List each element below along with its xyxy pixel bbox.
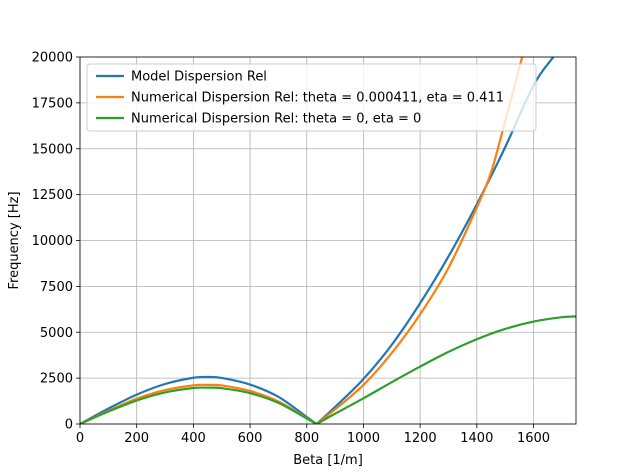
series-line-3 xyxy=(80,315,576,424)
legend: Model Dispersion Rel Numerical Dispersion… xyxy=(86,63,537,132)
x-tick-label: 400 xyxy=(181,431,206,446)
y-axis-label: Frequency [Hz] xyxy=(7,191,22,289)
x-tick-label: 1000 xyxy=(347,431,380,446)
y-tick-label: 10000 xyxy=(32,234,73,249)
legend-box xyxy=(86,63,537,132)
y-tick-label: 7500 xyxy=(40,280,73,295)
y-tick-label: 5000 xyxy=(40,326,73,341)
y-tick-label: 15000 xyxy=(32,142,73,157)
x-tick-label: 1400 xyxy=(460,431,493,446)
y-tick-label: 17500 xyxy=(32,96,73,111)
x-axis-label: Beta [1/m] xyxy=(293,453,363,468)
x-tick-label: 800 xyxy=(294,431,319,446)
x-tick-label: 0 xyxy=(76,431,84,446)
y-tick-label: 2500 xyxy=(40,372,73,387)
legend-entry-3: Numerical Dispersion Rel: theta = 0, eta… xyxy=(131,112,421,127)
y-tick-label: 12500 xyxy=(32,188,73,203)
x-tick-label: 1200 xyxy=(404,431,437,446)
x-axis: 0 200 400 600 800 1000 1200 1400 1600 xyxy=(76,424,550,446)
x-tick-label: 600 xyxy=(238,431,263,446)
y-tick-label: 20000 xyxy=(32,51,73,66)
legend-entry-2: Numerical Dispersion Rel: theta = 0.0004… xyxy=(131,91,504,106)
y-axis: 0 2500 5000 7500 10000 12500 15000 17500 20000 xyxy=(32,51,80,433)
x-tick-label: 1600 xyxy=(517,431,550,446)
x-tick-label: 200 xyxy=(124,431,149,446)
legend-entry-1: Model Dispersion Rel xyxy=(131,70,267,85)
y-tick-label: 0 xyxy=(65,418,73,433)
series-layer xyxy=(80,57,576,424)
